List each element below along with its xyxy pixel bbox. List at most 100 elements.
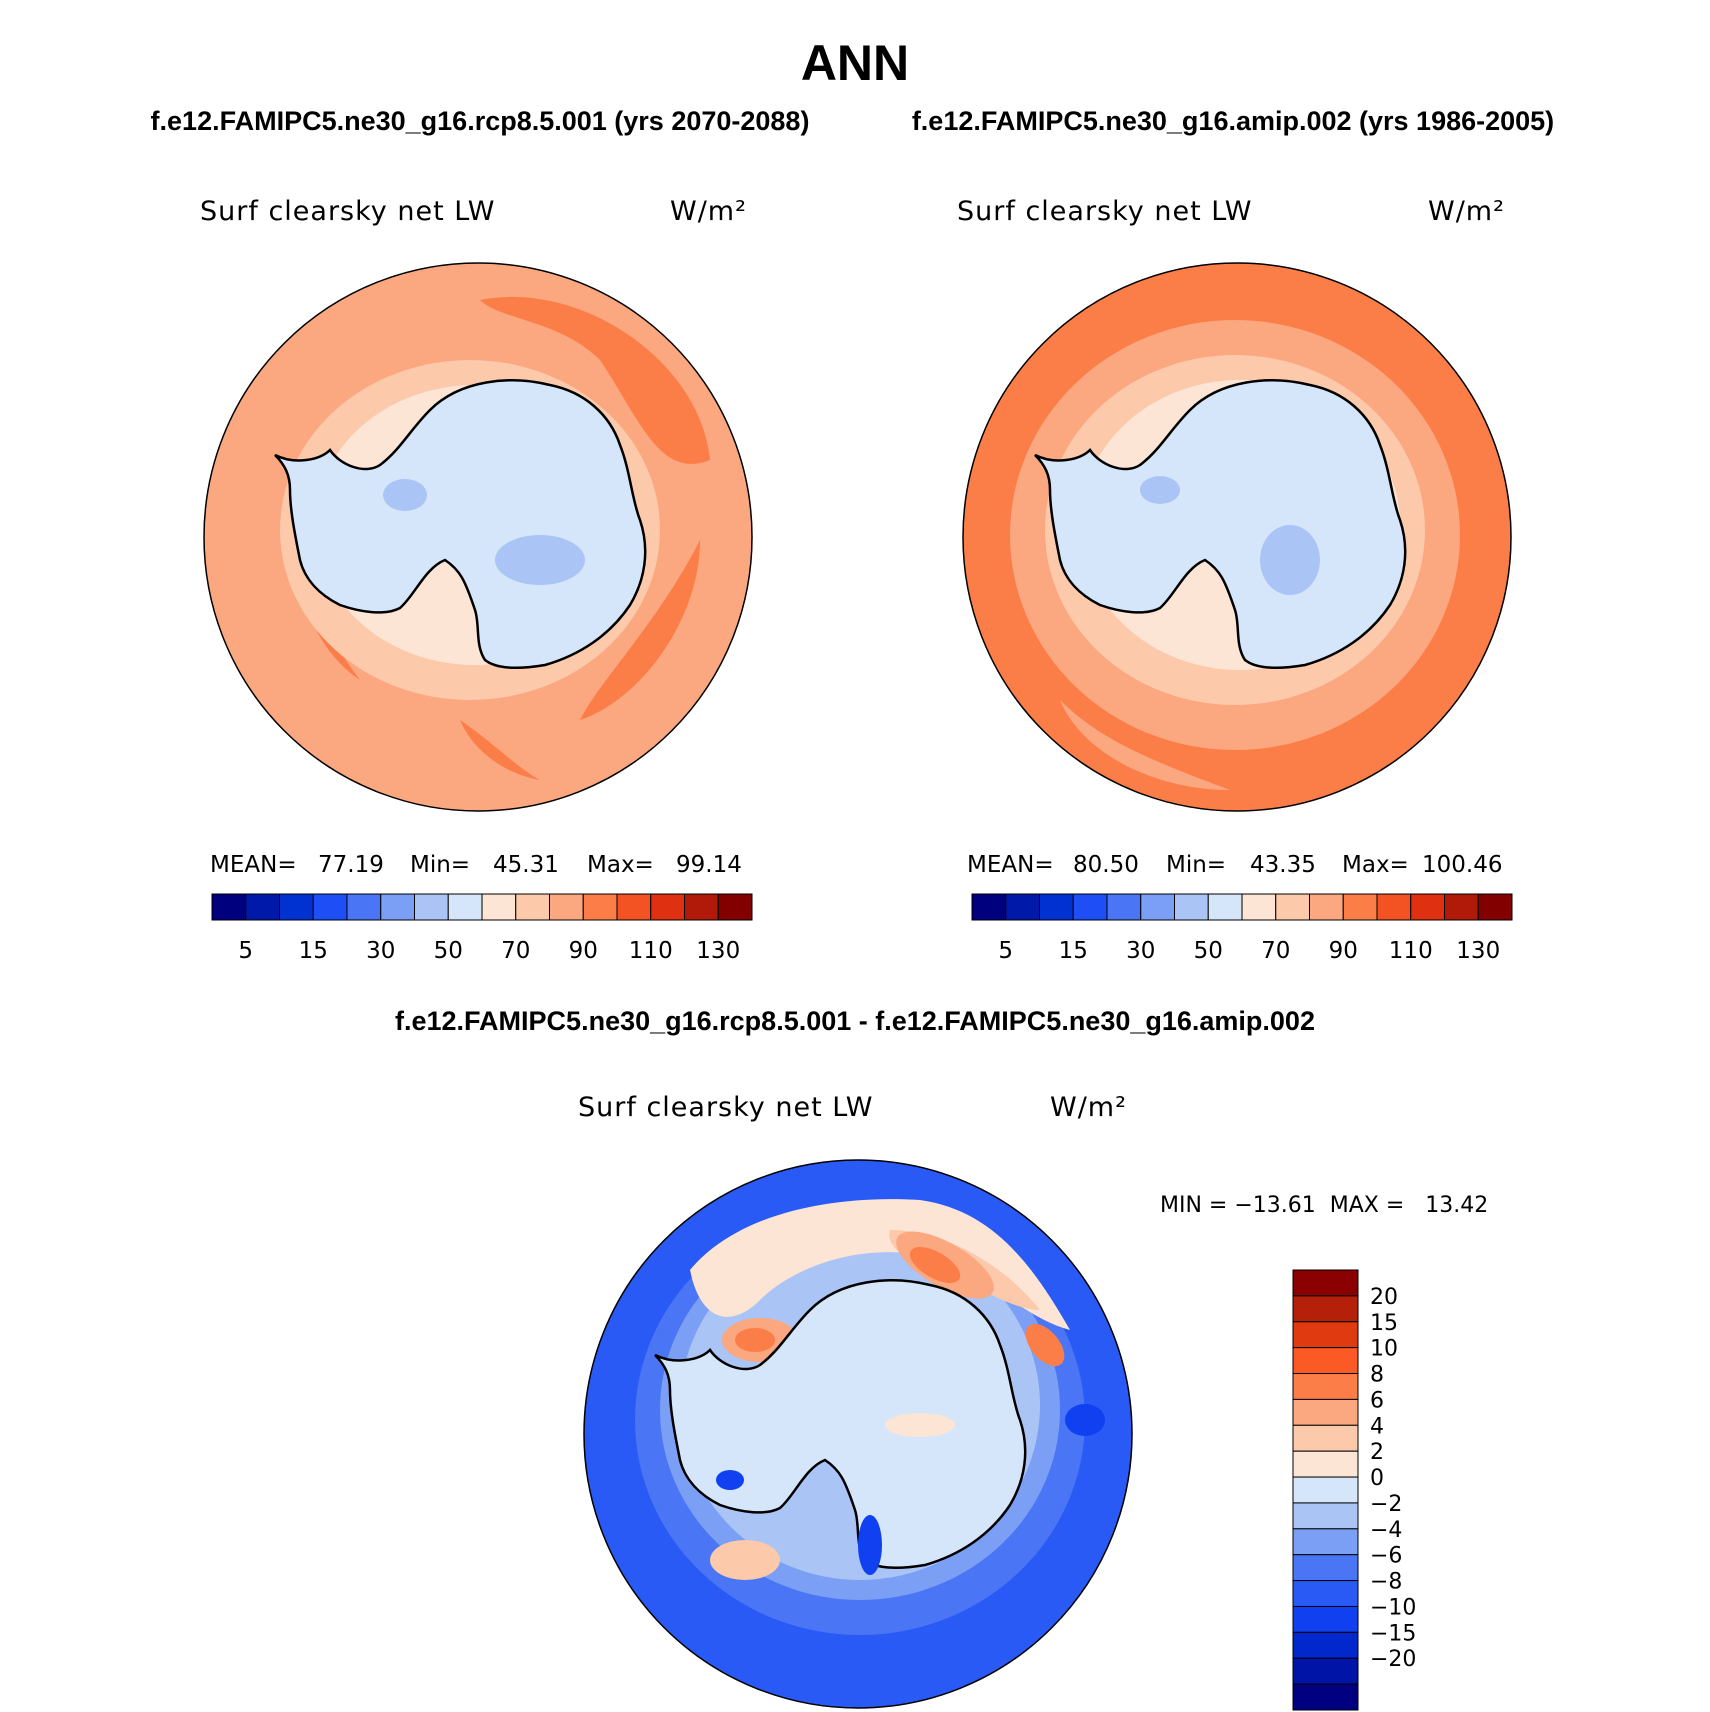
colorbar-difference-tick-label: 8 xyxy=(1370,1363,1384,1388)
colorbar-left-swatch xyxy=(346,893,382,921)
map-diff-pos-8 xyxy=(710,1540,780,1580)
colorbar-difference-tick-label: 0 xyxy=(1370,1466,1384,1491)
colorbar-difference-tick-label: −2 xyxy=(1370,1492,1402,1517)
colorbar-difference-swatch xyxy=(1292,1502,1359,1530)
map-diff-pos-4 xyxy=(909,1247,961,1283)
colorbar-difference-swatch xyxy=(1292,1657,1359,1685)
colorbar-difference-tick-label: −20 xyxy=(1370,1647,1416,1672)
colorbar-right-swatch xyxy=(971,893,1007,921)
map-diff-pos-5 xyxy=(1025,1323,1065,1367)
left-max-value: 99.14 xyxy=(676,852,742,878)
main-title: ANN xyxy=(801,35,909,91)
map-difference xyxy=(584,1160,1132,1708)
map-diff-pos-band xyxy=(690,1199,1070,1330)
colorbar-left-swatch xyxy=(481,893,517,921)
right-max-value: 100.46 xyxy=(1422,852,1502,878)
colorbar-right-tick-label: 15 xyxy=(1059,938,1088,964)
map-left-frame xyxy=(203,262,753,812)
colorbar-left-swatch xyxy=(515,893,550,921)
map-left-high-band-4 xyxy=(460,720,540,780)
colorbar-right-tick-label: 70 xyxy=(1261,938,1290,964)
colorbar-left-tick-label: 110 xyxy=(629,938,673,964)
left-mean-label: MEAN= xyxy=(210,852,297,878)
colorbar-right-swatch xyxy=(1444,893,1479,921)
right-max-label: Max= xyxy=(1342,852,1409,878)
panel-right-stats: MEAN= 80.50 Min= 43.35 Max= 100.46 xyxy=(967,852,1502,878)
colorbar-difference-swatch xyxy=(1292,1605,1359,1633)
colorbar-left-tick-label: 70 xyxy=(501,938,530,964)
difference-minmax: MIN = −13.61 MAX = 13.42 xyxy=(1160,1193,1488,1218)
colorbar-difference-tick-label: 4 xyxy=(1370,1414,1384,1439)
colorbar-left-swatch xyxy=(380,893,415,921)
colorbar-right-tick-label: 110 xyxy=(1389,938,1433,964)
colorbar-right-swatch xyxy=(1410,893,1445,921)
colorbar-right-swatch xyxy=(1376,893,1412,921)
map-right xyxy=(963,263,1511,811)
colorbar-difference-tick-label: 20 xyxy=(1370,1285,1398,1310)
map-diff-neg-2 xyxy=(1065,1404,1105,1436)
map-left-high-band xyxy=(480,296,710,464)
colorbar-left-tick-label: 5 xyxy=(238,938,253,964)
colorbar-right-swatch xyxy=(1106,893,1142,921)
colorbar-difference-tick-label: −4 xyxy=(1370,1518,1402,1543)
colorbar-left-swatch xyxy=(616,893,652,921)
colorbar-right-swatch xyxy=(1039,893,1074,921)
colorbar-left-swatch xyxy=(684,893,719,921)
colorbar-right-tick-label: 50 xyxy=(1194,938,1223,964)
left-min-value: 45.31 xyxy=(493,852,559,878)
colorbar-difference-swatch xyxy=(1292,1528,1359,1556)
map-right-mid-band-2 xyxy=(1060,700,1230,790)
colorbar-left-swatch xyxy=(312,893,348,921)
colorbar-difference-tick-label: −6 xyxy=(1370,1544,1402,1569)
panel-left-variable-label: Surf clearsky net LW xyxy=(200,196,496,227)
map-right-land-low-2 xyxy=(1140,476,1180,504)
colorbar-difference-tick-label: 15 xyxy=(1370,1311,1398,1336)
colorbar-left-swatch xyxy=(549,893,584,921)
right-min-value: 43.35 xyxy=(1250,852,1316,878)
colorbar-difference-swatch xyxy=(1292,1580,1359,1607)
colorbar-difference-tick-label: 6 xyxy=(1370,1388,1384,1413)
colorbar-difference-swatch xyxy=(1292,1683,1359,1711)
map-left-land-low-2 xyxy=(383,479,427,511)
colorbar-difference-swatch xyxy=(1292,1373,1359,1400)
colorbar-right-tick-label: 130 xyxy=(1456,938,1500,964)
colorbar-difference-swatch xyxy=(1292,1321,1359,1349)
colorbar-right-swatch xyxy=(1241,893,1277,921)
panel-right-case-title: f.e12.FAMIPC5.ne30_g16.amip.002 (yrs 198… xyxy=(912,106,1554,136)
panel-right-units: W/m² xyxy=(1428,196,1505,227)
map-diff-land-pos xyxy=(885,1413,955,1437)
colorbar-left-tick-label: 15 xyxy=(299,938,328,964)
difference-variable-label: Surf clearsky net LW xyxy=(578,1092,874,1123)
colorbar-right-swatch xyxy=(1342,893,1378,921)
colorbar-left-swatch xyxy=(650,893,685,921)
colorbar-difference-swatch xyxy=(1292,1398,1359,1426)
map-right-frame xyxy=(962,262,1512,812)
map-left xyxy=(204,263,752,811)
colorbar-right-swatch xyxy=(1207,893,1243,921)
colorbar-left-swatch xyxy=(211,893,247,921)
map-left-land-low xyxy=(495,535,585,585)
map-diff-pos-7 xyxy=(735,1328,775,1352)
panel-left-stats: MEAN= 77.19 Min= 45.31 Max= 99.14 xyxy=(210,852,742,878)
colorbar-difference-swatch xyxy=(1292,1295,1359,1323)
colorbar-right-swatch xyxy=(1140,893,1175,921)
colorbar-left-swatch xyxy=(717,893,753,921)
colorbar-right-tick-label: 5 xyxy=(998,938,1013,964)
colorbar-difference-swatch xyxy=(1292,1450,1359,1478)
colorbar-left-tick-label: 130 xyxy=(696,938,740,964)
right-mean-value: 80.50 xyxy=(1073,852,1139,878)
colorbar-difference-swatch xyxy=(1292,1631,1359,1659)
map-left-high-band-2 xyxy=(580,540,700,720)
panel-left-units: W/m² xyxy=(670,196,747,227)
colorbar-right-swatch xyxy=(1072,893,1108,921)
colorbar-right-swatch xyxy=(1275,893,1310,921)
colorbar-left-tick-label: 90 xyxy=(569,938,598,964)
colorbar-right-swatch xyxy=(1309,893,1344,921)
map-right-land-low xyxy=(1260,525,1320,595)
colorbar-difference-swatch xyxy=(1292,1424,1359,1452)
colorbar-left-swatch xyxy=(447,893,483,921)
colorbar-right-swatch xyxy=(1174,893,1209,921)
left-mean-value: 77.19 xyxy=(318,852,384,878)
